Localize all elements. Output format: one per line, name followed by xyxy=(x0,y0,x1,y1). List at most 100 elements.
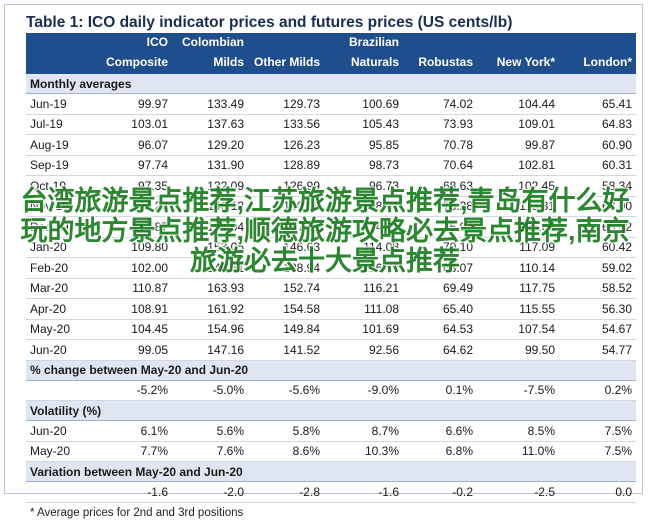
header-cell xyxy=(26,33,96,51)
value-cell: 115.55 xyxy=(477,298,559,320)
value-cell: -2.8 xyxy=(248,481,324,503)
row-label: Dec-19 xyxy=(26,216,96,238)
table-row: Feb-20 102.00 146.61 138.94 106.79 68.07 110.1… xyxy=(26,257,636,279)
table-row: May-20 7.7% 7.6% 8.6% 10.3% 6.8% 11.0% 7.5% xyxy=(26,441,636,462)
value-cell: 104.44 xyxy=(477,93,559,115)
table-row: Oct-19 97.35 132.09 126.99 96.73 68.63 102.45 5… xyxy=(26,175,636,197)
value-cell: 126.66 xyxy=(477,216,559,238)
value-cell: 99.50 xyxy=(477,339,559,361)
value-cell: 152.74 xyxy=(248,278,324,299)
value-cell: 65.41 xyxy=(559,93,636,115)
value-cell: 64.53 xyxy=(403,319,477,340)
value-cell: 107.23 xyxy=(96,196,172,217)
value-cell: 131.90 xyxy=(172,155,248,176)
header-cell: Composite xyxy=(96,51,172,74)
footnote-row: * Average prices for 2nd and 3rd positio… xyxy=(26,501,636,523)
value-cell: 11.0% xyxy=(477,441,559,462)
value-cell: 6.6% xyxy=(403,420,477,442)
value-cell: 97.35 xyxy=(96,175,172,197)
value-cell: 64.62 xyxy=(403,339,477,361)
section-percent-change: % change between May-20 and Jun-20 xyxy=(26,359,636,381)
value-cell: 97.74 xyxy=(96,155,172,176)
header-cell: ICO xyxy=(96,33,172,51)
row-label: Mar-20 xyxy=(26,278,96,299)
value-cell: 54.77 xyxy=(559,339,636,361)
table-row: Jan-20 109.80 153.05 146.63 114.08 70.10 117.0… xyxy=(26,237,636,258)
row-label: Feb-20 xyxy=(26,257,96,279)
section-heading: Variation between May-20 and Jun-20 xyxy=(26,461,636,482)
table-row: Dec-19 117.87 161.04 157.11 124.81 75.97 126.6… xyxy=(26,216,636,238)
value-cell: 5.6% xyxy=(172,420,248,442)
row-label: Jul-19 xyxy=(26,114,96,135)
value-cell: 68.07 xyxy=(403,257,477,279)
table-title: Table 1: ICO daily indicator prices and … xyxy=(26,14,513,31)
value-cell: 141.52 xyxy=(248,339,324,361)
value-cell: 105.43 xyxy=(324,114,403,135)
value-cell: 74.02 xyxy=(403,93,477,115)
value-cell: 63.00 xyxy=(559,196,636,217)
value-cell: 70.64 xyxy=(403,155,477,176)
value-cell: 7.5% xyxy=(559,420,636,442)
header-cell xyxy=(248,33,324,51)
value-cell: 161.04 xyxy=(172,216,248,238)
table-row: Sep-19 97.74 131.90 128.89 98.73 70.64 102.81 6… xyxy=(26,155,636,176)
value-cell: 8.6% xyxy=(248,441,324,462)
value-cell: 65.40 xyxy=(403,298,477,320)
value-cell: 60.31 xyxy=(559,155,636,176)
value-cell: 60.42 xyxy=(559,237,636,258)
section-variation: Variation between May-20 and Jun-20 xyxy=(26,461,636,482)
section-monthly-averages: Monthly averages xyxy=(26,73,636,94)
value-cell: 104.45 xyxy=(96,319,172,340)
value-cell: 146.61 xyxy=(172,257,248,279)
table-row: Jul-19 103.01 137.63 133.56 105.43 73.93 109.0… xyxy=(26,114,636,135)
value-cell: 6.1% xyxy=(96,420,172,442)
value-cell: 132.09 xyxy=(172,175,248,197)
section-heading: % change between May-20 and Jun-20 xyxy=(26,359,636,381)
header-cell xyxy=(403,33,477,51)
value-cell: 96.73 xyxy=(324,175,403,197)
value-cell: 133.56 xyxy=(248,114,324,135)
price-table: ICO Colombian Brazilian Composite Milds … xyxy=(26,33,636,523)
value-cell: 70.10 xyxy=(403,237,477,258)
section-volatility: Volatility (%) xyxy=(26,400,636,421)
value-cell: 6.8% xyxy=(403,441,477,462)
value-cell: 65.32 xyxy=(559,216,636,238)
table-body: Monthly averages Jun-19 99.97 133.49 129.73 1… xyxy=(26,73,636,523)
row-label: May-20 xyxy=(26,319,96,340)
table-row: Jun-20 6.1% 5.6% 5.8% 8.7% 6.6% 8.5% 7.5% xyxy=(26,420,636,442)
value-cell: 133.49 xyxy=(172,93,248,115)
value-cell: -0.2 xyxy=(403,481,477,503)
value-cell: 64.83 xyxy=(559,114,636,135)
value-cell: 146.12 xyxy=(172,196,248,217)
header-cell: New York* xyxy=(477,51,559,74)
value-cell: 0.2% xyxy=(559,380,636,401)
value-cell: -5.0% xyxy=(172,380,248,401)
value-cell: 92.56 xyxy=(324,339,403,361)
value-cell: 117.09 xyxy=(477,237,559,258)
value-cell: 146.63 xyxy=(248,237,324,258)
value-cell: 126.99 xyxy=(248,175,324,197)
value-cell: 109.80 xyxy=(96,237,172,258)
header-cell xyxy=(477,33,559,51)
value-cell: 128.89 xyxy=(248,155,324,176)
header-cell: Brazilian xyxy=(324,33,403,51)
header-cell: Other Milds xyxy=(248,51,324,74)
value-cell: 129.73 xyxy=(248,93,324,115)
value-cell: 68.63 xyxy=(403,175,477,197)
value-cell: 75.97 xyxy=(403,216,477,238)
table-row: Nov-19 107.23 146.12 140.08 108.91 73.28 113.3… xyxy=(26,196,636,217)
value-cell: 107.54 xyxy=(477,319,559,340)
value-cell: 108.91 xyxy=(324,196,403,217)
value-cell: 98.73 xyxy=(324,155,403,176)
row-label: Jun-19 xyxy=(26,93,96,115)
table-row: May-20 104.45 154.96 149.84 101.69 64.53 107.5… xyxy=(26,319,636,340)
value-cell: 7.6% xyxy=(172,441,248,462)
value-cell: -5.2% xyxy=(96,380,172,401)
value-cell: 137.63 xyxy=(172,114,248,135)
row-label xyxy=(26,481,96,503)
table-row: Mar-20 110.87 163.93 152.74 116.21 69.49 117.7… xyxy=(26,278,636,299)
header-cell: Colombian xyxy=(172,33,248,51)
value-cell: -1.6 xyxy=(324,481,403,503)
value-cell: 124.81 xyxy=(324,216,403,238)
value-cell: 106.79 xyxy=(324,257,403,279)
